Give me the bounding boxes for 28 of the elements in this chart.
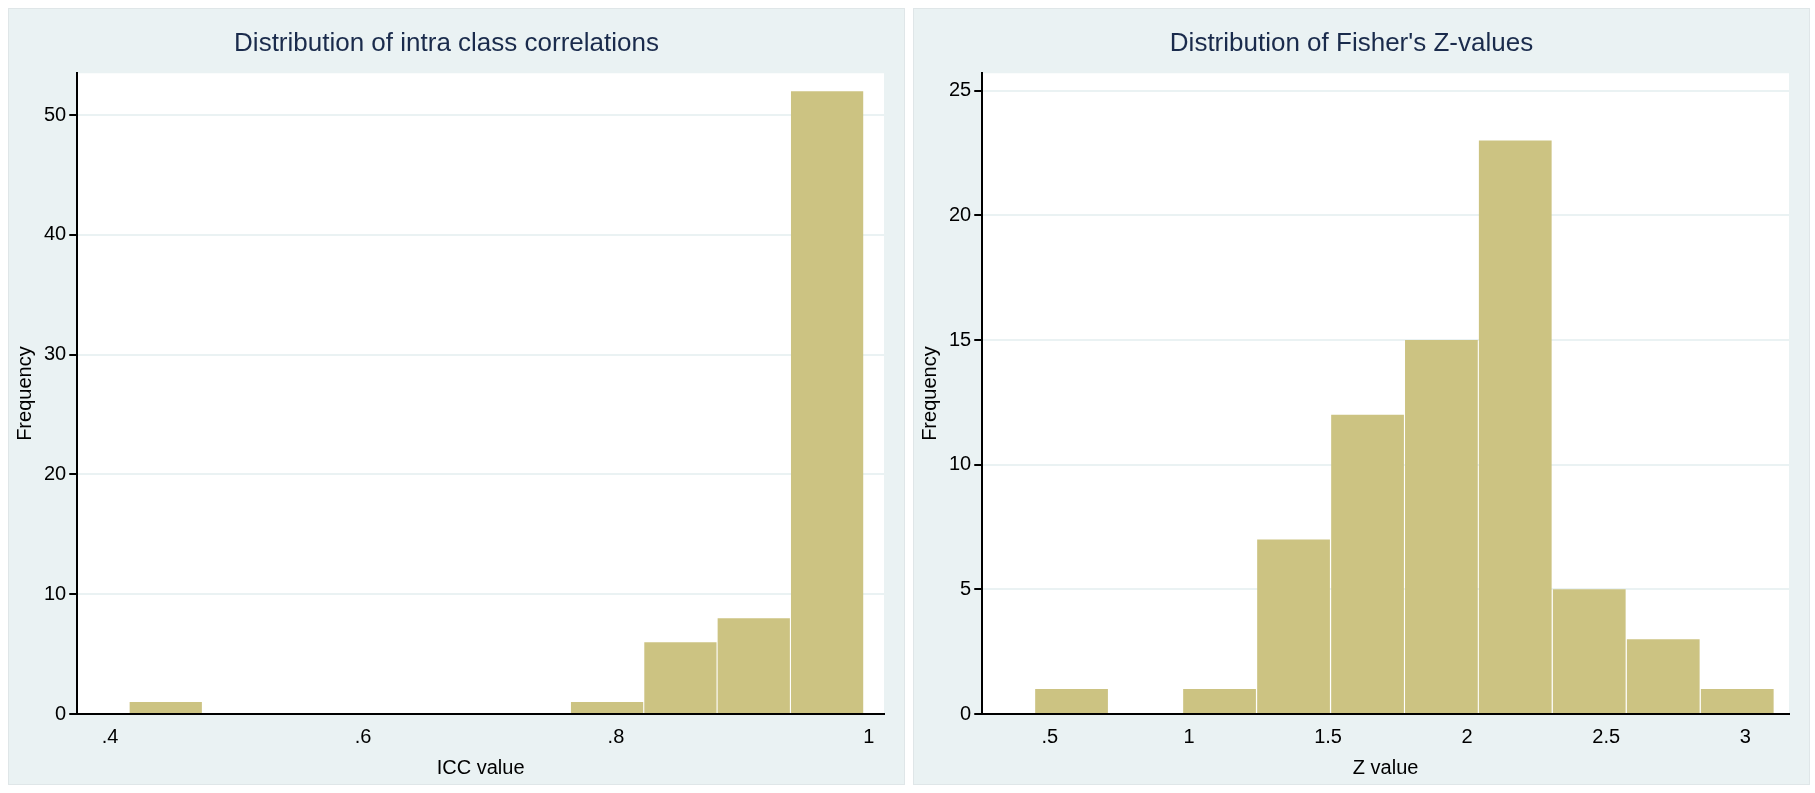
x-tick-label: 2.5 — [1592, 724, 1621, 747]
x-axis-title: ICC value — [436, 755, 525, 778]
y-tick-label: 50 — [44, 102, 67, 125]
y-tick-label: 5 — [960, 576, 972, 599]
x-tick-label: .8 — [607, 724, 625, 747]
x-axis-title: Z value — [1352, 755, 1419, 778]
y-tick-label: 15 — [949, 327, 972, 350]
x-tick-label: .5 — [1041, 724, 1059, 747]
chart-title: Distribution of intra class correlations — [234, 26, 659, 57]
x-tick-label: .6 — [354, 724, 372, 747]
y-tick-label: 20 — [44, 461, 67, 484]
y-tick-label: 10 — [44, 581, 67, 604]
y-tick-label: 0 — [55, 701, 67, 724]
y-tick-label: 30 — [44, 342, 67, 365]
chart-title: Distribution of Fisher's Z-values — [1169, 26, 1534, 57]
y-tick-label: 10 — [949, 452, 972, 475]
x-tick-label: 1 — [1183, 724, 1195, 747]
x-tick-label: 1.5 — [1314, 724, 1342, 747]
y-axis-title: Frequency — [917, 346, 940, 441]
x-tick-label: 3 — [1739, 724, 1751, 747]
x-tick-label: .4 — [101, 724, 119, 747]
y-tick-label: 25 — [949, 78, 972, 101]
y-axis-title: Frequency — [12, 346, 35, 441]
y-tick-label: 20 — [949, 202, 972, 225]
x-tick-label: 1 — [863, 724, 875, 747]
y-tick-label: 40 — [44, 222, 67, 245]
y-tick-label: 0 — [960, 701, 972, 724]
x-tick-label: 2 — [1461, 724, 1473, 747]
